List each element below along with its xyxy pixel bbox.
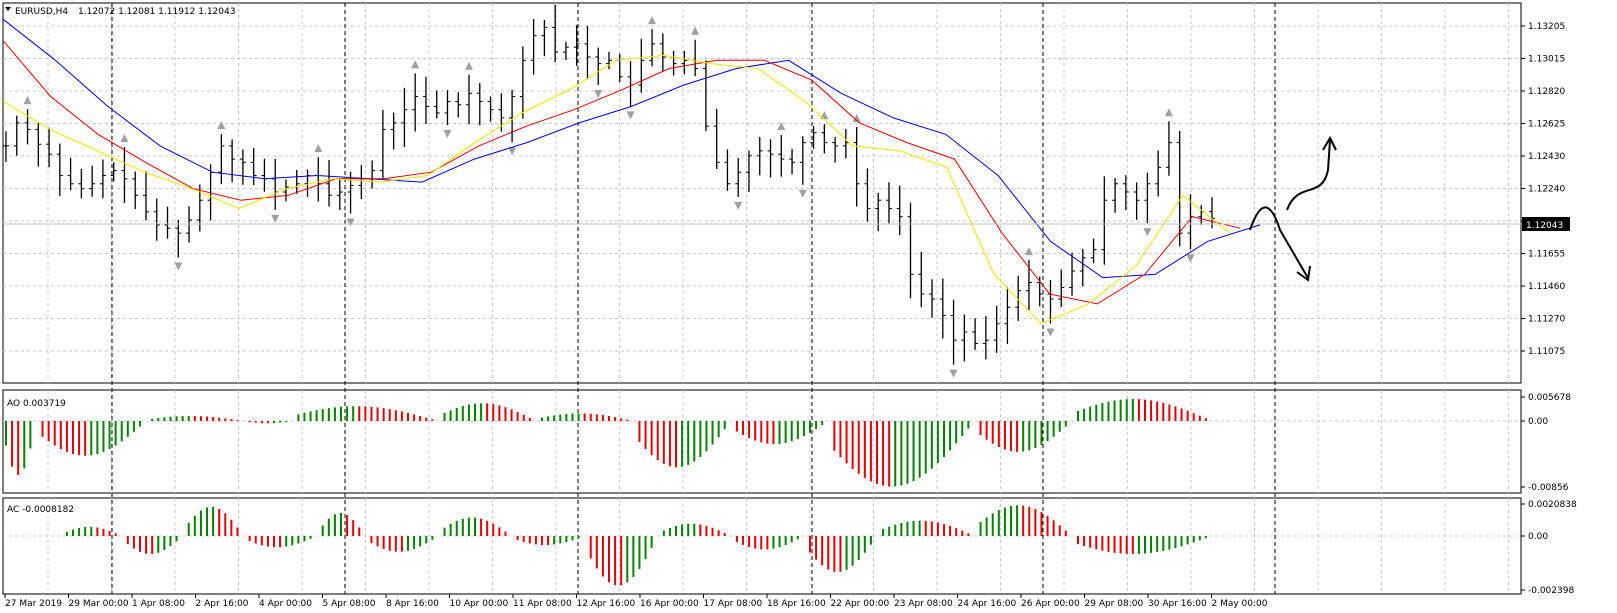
time-tick-label: 16 Apr 00:00 (640, 599, 699, 609)
time-tick-label: 29 Mar 00:00 (69, 599, 129, 609)
fractal-down-icon (949, 369, 958, 378)
time-tick-label: 12 Apr 16:00 (577, 599, 636, 609)
time-tick-label: 22 Apr 00:00 (831, 599, 890, 609)
ao-histogram (5, 399, 1207, 487)
osc-tick-label: 0.0020838 (1528, 500, 1577, 510)
time-tick-label: 5 Apr 08:00 (323, 599, 376, 609)
price-tick-label: 1.13205 (1528, 22, 1565, 32)
bearish-scenario-arrow (1249, 206, 1309, 279)
time-tick-label: 10 Apr 00:00 (450, 599, 509, 609)
fractal-down-icon (1046, 328, 1055, 337)
osc-tick-label: -0.00856 (1528, 483, 1569, 493)
osc-tick-label: 0.005678 (1528, 393, 1571, 403)
fractal-down-icon (174, 262, 183, 271)
fractal-down-icon (271, 214, 280, 223)
ma-slow-line (2, 18, 1261, 279)
time-tick-label: 29 Apr 08:00 (1085, 599, 1144, 609)
time-tick-label: 4 Apr 00:00 (259, 599, 312, 609)
ao-axis: 0.005678 0.00 -0.00856 (1521, 393, 1571, 493)
ac-label: AC -0.0008182 (7, 505, 74, 515)
time-tick-label: 23 Apr 08:00 (894, 599, 953, 609)
time-tick-label: 18 Apr 16:00 (767, 599, 826, 609)
ac-axis: 0.0020838 0.00 -0.002398 (1521, 500, 1577, 596)
scenario-arrows (1249, 135, 1337, 282)
time-tick-label: 27 Mar 2019 (5, 599, 62, 609)
price-axis: 1.13205 1.13015 1.12820 1.12625 1.12430 1.122… (1521, 22, 1565, 357)
time-tick-label: 1 Apr 08:00 (132, 599, 185, 609)
price-tick-label: 1.12820 (1528, 87, 1565, 97)
fractal-up-icon (648, 16, 657, 25)
osc-tick-label: -0.002398 (1528, 586, 1574, 596)
symbol-label: EURUSD,H4 (15, 7, 68, 17)
price-tick-label: 1.11270 (1528, 315, 1565, 325)
price-tick-label: 1.11460 (1528, 282, 1565, 292)
bullish-arrowhead (1322, 135, 1337, 151)
fractal-up-icon (777, 122, 786, 131)
fractal-up-icon (691, 26, 700, 35)
time-tick-label: 2 May 00:00 (1212, 599, 1268, 609)
current-price-tag: 1.12043 (1522, 217, 1570, 231)
price-tick-label: 1.12625 (1528, 120, 1565, 130)
time-tick-label: 30 Apr 16:00 (1148, 599, 1207, 609)
fractal-down-icon (734, 201, 743, 210)
fractal-down-icon (1143, 228, 1152, 237)
ma-fast-line (2, 54, 1231, 325)
fractal-up-icon (120, 134, 129, 143)
fractal-down-icon (443, 129, 452, 138)
time-tick-label: 26 Apr 00:00 (1021, 599, 1080, 609)
time-tick-label: 11 Apr 08:00 (513, 599, 572, 609)
fractal-up-icon (852, 114, 861, 123)
fractal-down-icon (626, 111, 635, 120)
chevron-down-icon (5, 7, 11, 11)
fractal-down-icon (346, 218, 355, 227)
price-bars (3, 4, 1215, 365)
fractal-up-icon (23, 96, 32, 105)
time-tick-label: 17 Apr 08:00 (704, 599, 763, 609)
price-tick-label: 1.13015 (1528, 55, 1565, 65)
price-tick-label: 1.11655 (1528, 250, 1565, 260)
price-panel[interactable] (2, 2, 1522, 384)
fractal-markers (23, 16, 1195, 378)
symbol-header: EURUSD,H4 1.12072 1.12081 1.11912 1.1204… (5, 7, 235, 17)
price-tick-label: 1.12240 (1528, 185, 1565, 195)
time-tick-label: 8 Apr 16:00 (386, 599, 439, 609)
fractal-up-icon (217, 121, 226, 130)
time-tick-label: 2 Apr 16:00 (196, 599, 249, 609)
price-tick-label: 1.12430 (1528, 152, 1565, 162)
osc-tick-label: 0.00 (1528, 532, 1548, 542)
current-price-label: 1.12043 (1526, 221, 1563, 231)
bearish-arrowhead (1296, 265, 1311, 282)
ao-label: AO 0.003719 (7, 399, 66, 409)
fractal-down-icon (1186, 254, 1195, 263)
fractal-up-icon (314, 144, 323, 153)
bullish-scenario-arrow (1286, 139, 1331, 211)
time-axis: 27 Mar 2019 29 Mar 00:00 1 Apr 08:00 2 Apr … (4, 594, 1268, 609)
ohlc-label: 1.12072 1.12081 1.11912 1.12043 (78, 7, 235, 17)
fractal-up-icon (465, 61, 474, 70)
ma-mid-line (2, 40, 1241, 305)
fractal-up-icon (1164, 108, 1173, 117)
fractal-down-icon (594, 89, 603, 98)
price-tick-label: 1.11075 (1528, 347, 1565, 357)
fractal-down-icon (798, 189, 807, 198)
fractal-up-icon (411, 60, 420, 69)
osc-tick-label: 0.00 (1528, 417, 1548, 427)
day-separators (111, 3, 1276, 594)
fractal-down-icon (508, 147, 517, 156)
fractal-up-icon (1024, 247, 1033, 256)
ac-histogram (65, 505, 1207, 586)
time-tick-label: 24 Apr 16:00 (958, 599, 1017, 609)
